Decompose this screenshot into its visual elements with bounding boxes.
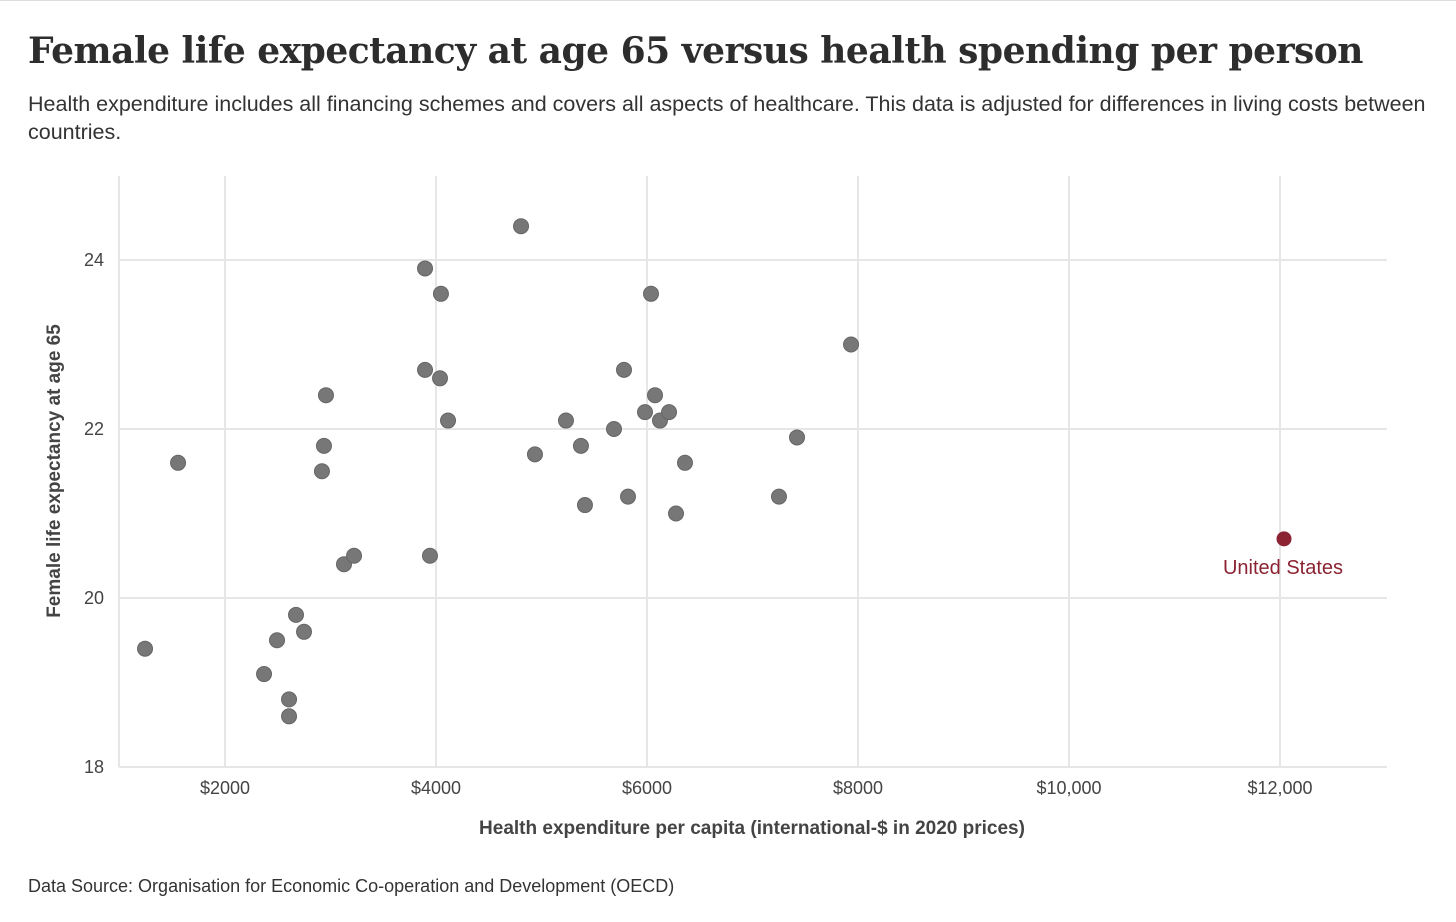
top-border — [0, 0, 1456, 1]
chart-subtitle: Health expenditure includes all financin… — [28, 92, 1426, 144]
chart-title: Female life expectancy at age 65 versus … — [28, 30, 1363, 72]
data-point — [620, 488, 637, 505]
y-tick-label: 20 — [84, 588, 104, 608]
data-point — [440, 412, 457, 429]
data-point — [417, 361, 434, 378]
data-point — [643, 285, 660, 302]
data-point — [269, 632, 286, 649]
data-point — [843, 336, 860, 353]
y-axis-label: Female life expectancy at age 65 — [44, 324, 65, 618]
data-point — [346, 547, 363, 564]
data-point — [288, 606, 305, 623]
data-point — [281, 691, 298, 708]
x-tick-label: $8000 — [833, 778, 883, 798]
y-tick-label: 18 — [84, 757, 104, 777]
data-point — [576, 497, 593, 514]
data-point — [789, 429, 806, 446]
x-axis-label: Health expenditure per capita (internati… — [479, 818, 1025, 839]
x-tick-label: $2000 — [200, 778, 250, 798]
data-point — [557, 412, 574, 429]
data-point — [647, 387, 664, 404]
y-tick-label: 24 — [84, 250, 104, 270]
gridlines — [118, 176, 1387, 768]
data-point — [281, 708, 298, 725]
data-point — [313, 463, 330, 480]
data-point — [417, 260, 434, 277]
highlight-label: United States — [1223, 557, 1343, 579]
x-tick-label: $6000 — [622, 778, 672, 798]
data-point — [421, 547, 438, 564]
x-tick-label: $12,000 — [1247, 778, 1312, 798]
data-points: United States — [137, 218, 1343, 725]
data-point — [605, 421, 622, 437]
data-point — [661, 404, 678, 421]
y-tick-label: 22 — [84, 419, 104, 439]
x-tick-label: $10,000 — [1036, 778, 1101, 798]
data-point — [432, 370, 449, 387]
data-point — [616, 361, 633, 378]
data-source: Data Source: Organisation for Economic C… — [28, 876, 675, 896]
data-point — [676, 454, 693, 471]
data-point — [315, 437, 332, 454]
data-point — [170, 454, 187, 471]
data-point — [432, 285, 449, 302]
data-point — [256, 666, 273, 683]
data-point — [668, 505, 685, 522]
tick-labels: $2000 $4000 $6000 $8000 $10,000 $12,000 18 20 22… — [84, 250, 1313, 798]
data-point — [572, 437, 589, 454]
data-point — [636, 404, 653, 421]
highlight-point-united-states — [1276, 531, 1292, 547]
data-point — [526, 446, 543, 463]
data-point — [770, 488, 787, 505]
data-point — [296, 623, 313, 640]
data-point — [137, 640, 154, 657]
x-tick-label: $4000 — [411, 778, 461, 798]
data-point — [317, 387, 334, 404]
data-point — [513, 218, 530, 235]
